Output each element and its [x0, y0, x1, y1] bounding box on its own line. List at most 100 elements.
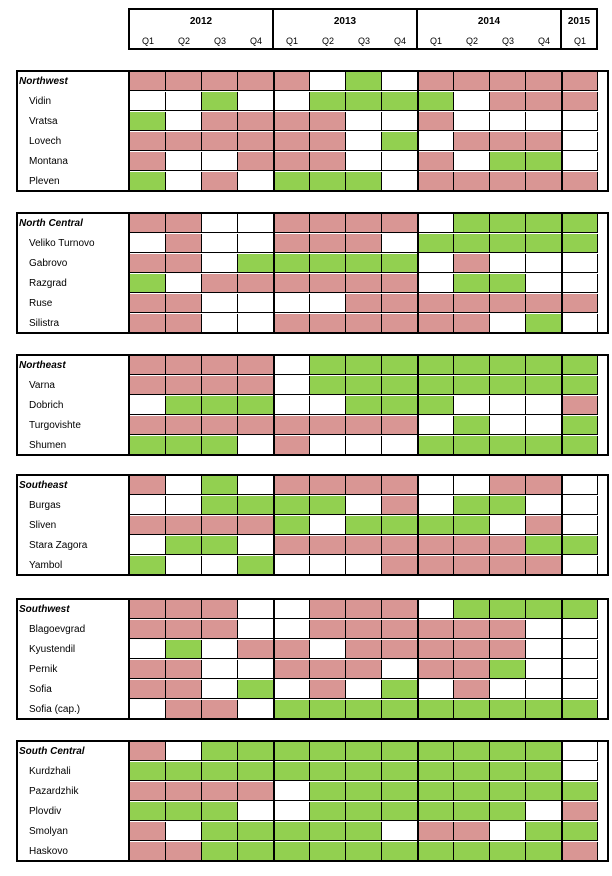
heatmap-cell — [310, 152, 346, 171]
heatmap-cell — [130, 476, 166, 495]
heatmap-cell — [202, 396, 238, 415]
heatmap-cell — [418, 72, 454, 91]
heatmap-cell — [382, 92, 418, 111]
heatmap-cell — [202, 762, 238, 781]
heatmap-cell — [238, 152, 274, 171]
heatmap-cell — [346, 376, 382, 395]
province-label: Veliko Turnovo — [29, 238, 95, 249]
year-label: 2014 — [477, 16, 501, 27]
heatmap-cell — [274, 234, 310, 253]
province-label: Smolyan — [29, 826, 68, 837]
quarter-label: Q1 — [285, 36, 298, 46]
year-separator — [417, 354, 419, 456]
province-label: Sofia — [29, 684, 52, 695]
heatmap-cell — [418, 274, 454, 293]
province-label: Silistra — [29, 318, 60, 329]
quarter-label: Q4 — [249, 36, 262, 46]
heatmap-cell — [454, 620, 490, 639]
heatmap-cell — [238, 172, 274, 191]
heatmap-cell — [202, 376, 238, 395]
heatmap-cell — [562, 700, 598, 719]
heatmap-cell — [418, 396, 454, 415]
heatmap-cell — [238, 314, 274, 333]
heatmap-cell — [274, 214, 310, 233]
heatmap-cell — [238, 782, 274, 801]
heatmap-cell — [454, 476, 490, 495]
heatmap-cell — [490, 742, 526, 761]
heatmap-cell — [130, 640, 166, 659]
heatmap-cell — [274, 516, 310, 535]
year-separator — [273, 354, 275, 456]
heatmap-cell — [346, 254, 382, 273]
heatmap-cell — [526, 640, 562, 659]
heatmap-cell — [346, 620, 382, 639]
heatmap-cell — [346, 72, 382, 91]
heatmap-cell — [274, 700, 310, 719]
heatmap-cell — [310, 234, 346, 253]
heatmap-cell — [166, 822, 202, 841]
year-header-2012: 2012 Q1 Q2 Q3 Q4 — [128, 8, 272, 50]
heatmap-cell — [274, 254, 310, 273]
year-separator — [273, 212, 275, 334]
heatmap-cell — [526, 536, 562, 555]
heatmap-cell — [490, 476, 526, 495]
region-label: Southeast — [19, 480, 68, 491]
heatmap-cell — [130, 536, 166, 555]
heatmap-cell — [382, 842, 418, 861]
heatmap-cell — [202, 72, 238, 91]
heatmap-cell — [454, 92, 490, 111]
heatmap-cell — [382, 254, 418, 273]
heatmap-cell — [382, 416, 418, 435]
heatmap-cell — [202, 294, 238, 313]
province-label: Turgovishte — [29, 420, 81, 431]
heatmap-cell — [310, 72, 346, 91]
heatmap-cell — [202, 536, 238, 555]
heatmap-cell — [202, 660, 238, 679]
heatmap-cell — [418, 234, 454, 253]
heatmap-cell — [166, 214, 202, 233]
heatmap-cell — [166, 556, 202, 575]
heatmap-cell — [382, 132, 418, 151]
province-label: Sofia (cap.) — [29, 704, 81, 715]
heatmap-cell — [454, 234, 490, 253]
province-label: Pleven — [29, 176, 60, 187]
heatmap-cell — [310, 496, 346, 515]
heatmap-cell — [238, 214, 274, 233]
province-label: Dobrich — [29, 400, 64, 411]
region-block: Northeast Varna Dobrich Turgovishte Shumen — [16, 354, 609, 456]
heatmap-cell — [238, 376, 274, 395]
year-separator — [561, 740, 563, 862]
heatmap-cell — [130, 436, 166, 455]
heatmap-cell — [310, 516, 346, 535]
heatmap-cell — [562, 762, 598, 781]
heatmap-cell — [310, 700, 346, 719]
heatmap-cell — [382, 314, 418, 333]
heatmap-cell — [454, 72, 490, 91]
heatmap-cell — [454, 842, 490, 861]
year-separator — [561, 598, 563, 720]
heatmap-cell — [202, 172, 238, 191]
province-label: Kurdzhali — [29, 766, 71, 777]
heatmap-cell — [310, 762, 346, 781]
heatmap-cell — [418, 782, 454, 801]
heatmap-cell — [274, 112, 310, 131]
year-label: 2012 — [189, 16, 213, 27]
heatmap-cell — [202, 356, 238, 375]
heatmap-cell — [202, 640, 238, 659]
province-label: Vidin — [29, 96, 52, 107]
heatmap-cell — [238, 476, 274, 495]
heatmap-cell — [238, 396, 274, 415]
heatmap-cell — [562, 214, 598, 233]
heatmap-cell — [418, 214, 454, 233]
heatmap-cell — [166, 536, 202, 555]
heatmap-cell — [346, 516, 382, 535]
heatmap-cell — [382, 516, 418, 535]
heatmap-cell — [202, 782, 238, 801]
heatmap-cell — [310, 556, 346, 575]
heatmap-cell — [454, 274, 490, 293]
heatmap-cell — [418, 620, 454, 639]
heatmap-cell — [274, 92, 310, 111]
heatmap-cell — [526, 742, 562, 761]
heatmap-cell — [346, 536, 382, 555]
heatmap-cell — [418, 556, 454, 575]
